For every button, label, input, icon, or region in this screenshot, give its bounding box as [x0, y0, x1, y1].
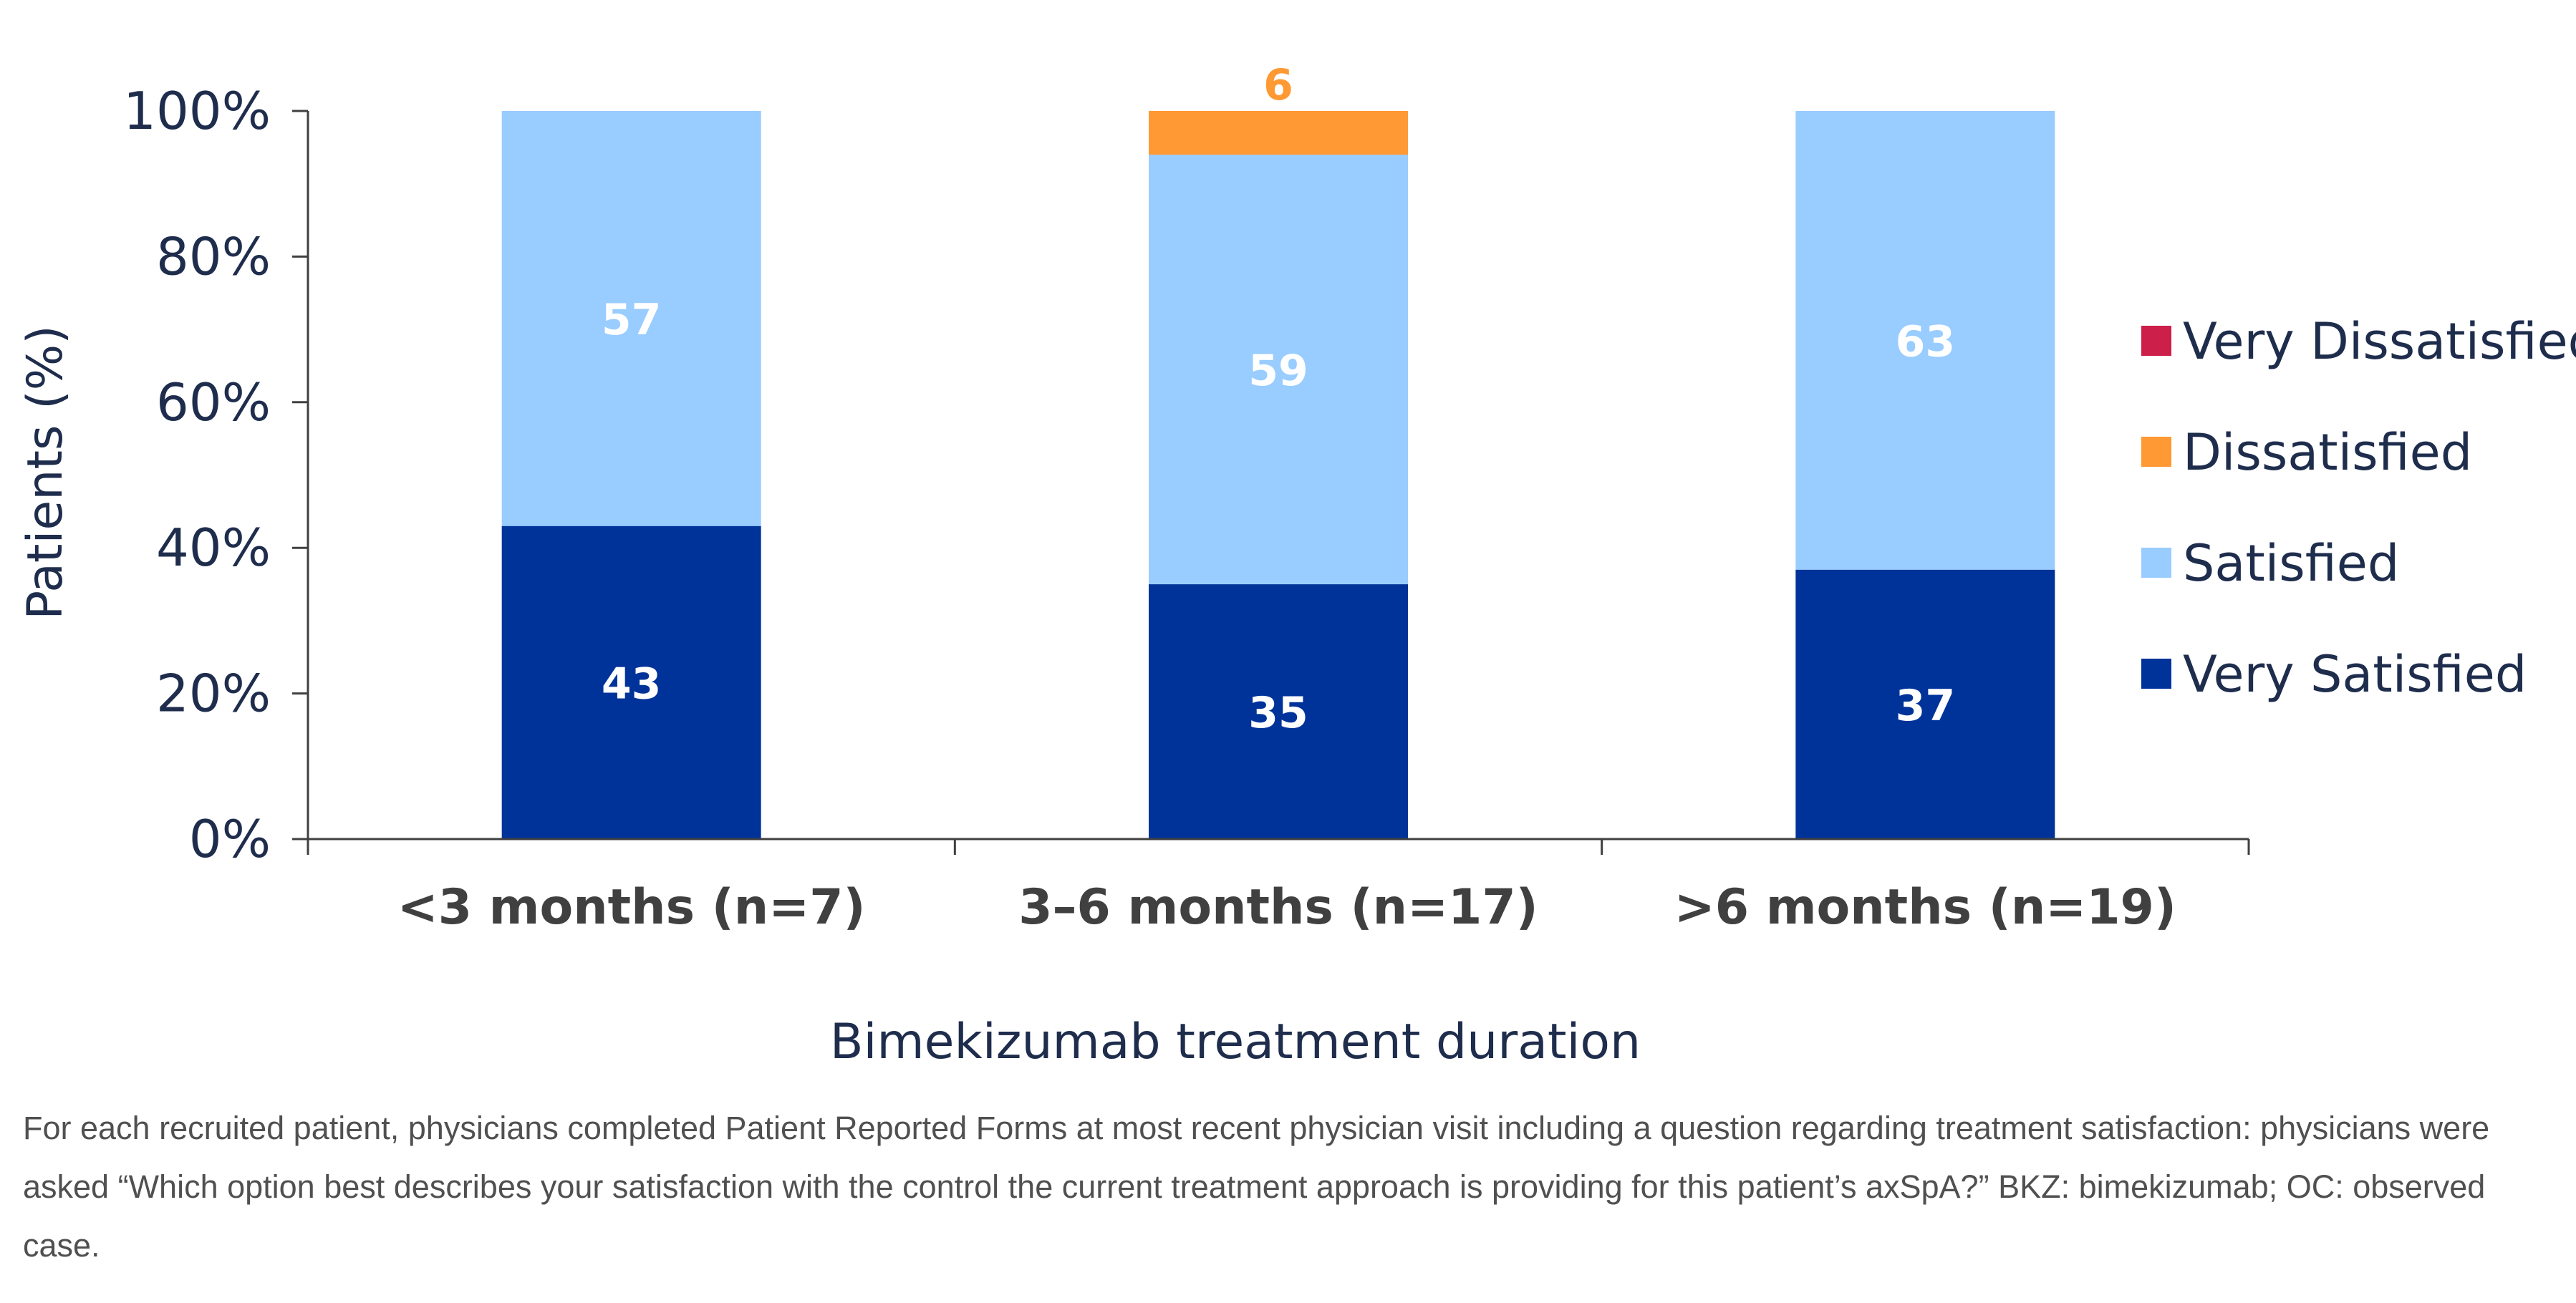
y-tick-label: 100% — [123, 81, 271, 141]
legend-label: Very Satisfied — [2183, 645, 2527, 704]
legend-swatch — [2141, 659, 2171, 689]
legend: Very Dissatisfied Dissatisfied Satisfied Ve… — [2141, 312, 2576, 704]
data-label: 43 — [602, 659, 662, 709]
legend-label: Very Dissatisfied — [2183, 312, 2576, 371]
data-label: 35 — [1248, 688, 1308, 738]
y-axis-title: Patients (%) — [17, 325, 74, 620]
y-tick-label: 80% — [156, 226, 271, 286]
bars-layer — [501, 111, 2055, 839]
x-category-label: >6 months (n=19) — [1674, 879, 2176, 936]
legend-label: Dissatisfied — [2183, 423, 2472, 482]
legend-swatch — [2141, 548, 2171, 578]
bar-segment-dissatisfied — [1149, 111, 1408, 155]
axes-layer — [292, 110, 2250, 855]
data-label: 63 — [1896, 316, 1956, 367]
data-label: 59 — [1248, 346, 1308, 396]
data-label: 57 — [602, 295, 662, 345]
bar-segment-satisfied — [501, 111, 761, 526]
bar-segment-very-satisfied — [1149, 584, 1408, 839]
footnote: For each recruited patient, physicians c… — [23, 1110, 2490, 1264]
legend-swatch — [2141, 437, 2171, 467]
y-tick-label: 40% — [156, 518, 271, 578]
x-category-label: 3–6 months (n=17) — [1018, 879, 1538, 936]
data-label: 6 — [1263, 60, 1293, 110]
data-label: 37 — [1896, 681, 1956, 731]
legend-swatch — [2141, 326, 2171, 356]
x-axis-title: Bimekizumab treatment duration — [830, 1014, 1641, 1070]
y-tick-label: 60% — [156, 372, 271, 432]
bar-segment-satisfied — [1149, 155, 1408, 585]
bar-segment-very-satisfied — [1795, 569, 2055, 839]
bar-segment-very-satisfied — [501, 525, 761, 839]
bar-segment-satisfied — [1795, 111, 2055, 570]
labels-layer: 0% 20% 40% 60% 80% 100% 43 57 <3 months (n=7) 35 5… — [123, 60, 2176, 936]
y-tick-label: 20% — [156, 664, 271, 724]
x-category-label: <3 months (n=7) — [397, 879, 866, 936]
y-tick-label: 0% — [189, 809, 271, 869]
legend-label: Satisfied — [2183, 534, 2399, 593]
